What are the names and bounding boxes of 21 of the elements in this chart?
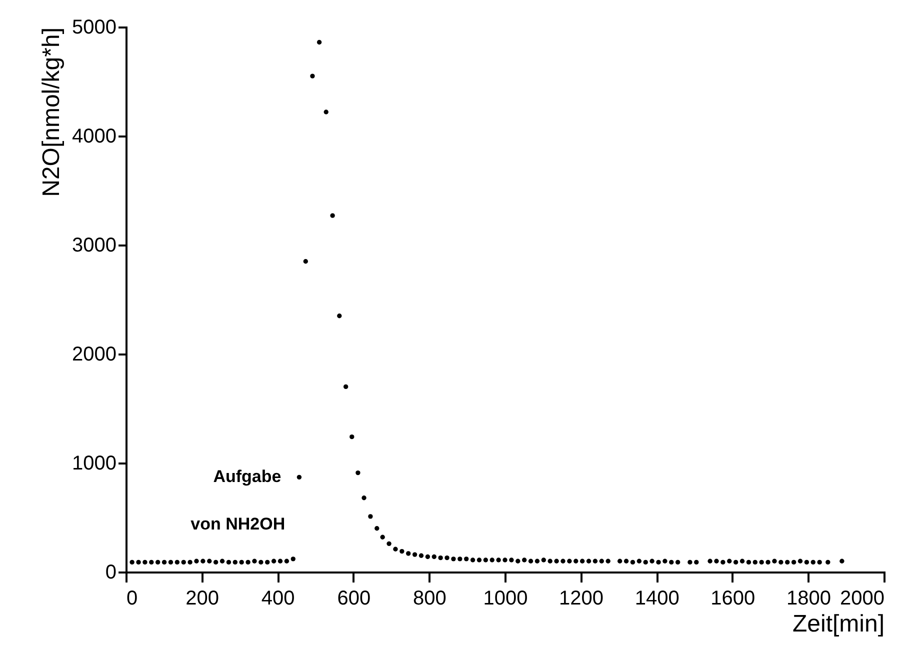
x-tick-label: 800: [413, 588, 446, 610]
x-tick-label: 2000: [840, 588, 884, 610]
x-tick-label: 200: [186, 588, 219, 610]
y-tick-label: 5000: [72, 16, 116, 38]
x-tick-label: 1600: [710, 588, 756, 610]
x-tick-label: 0: [126, 588, 138, 610]
y-tick-label: 1000: [72, 452, 116, 474]
y-tick-label: 3000: [72, 234, 116, 256]
annotation: von NH2OH: [190, 514, 286, 534]
x-tick-label: 1000: [483, 588, 528, 610]
y-axis-title: N2O[nmol/kg*h]: [38, 28, 66, 197]
y-tick-label: 2000: [72, 344, 116, 366]
x-axis-title: Zeit[min]: [792, 610, 884, 638]
x-tick-label: 1400: [634, 588, 680, 610]
y-tick-label: 0: [105, 562, 116, 584]
x-tick-label: 400: [261, 588, 295, 610]
annotation: Aufgabe: [213, 467, 282, 486]
x-tick-label: 1200: [559, 588, 604, 610]
x-tick-label: 1800: [786, 588, 831, 610]
x-tick-label: 600: [337, 588, 371, 610]
y-tick-label: 4000: [72, 126, 116, 148]
